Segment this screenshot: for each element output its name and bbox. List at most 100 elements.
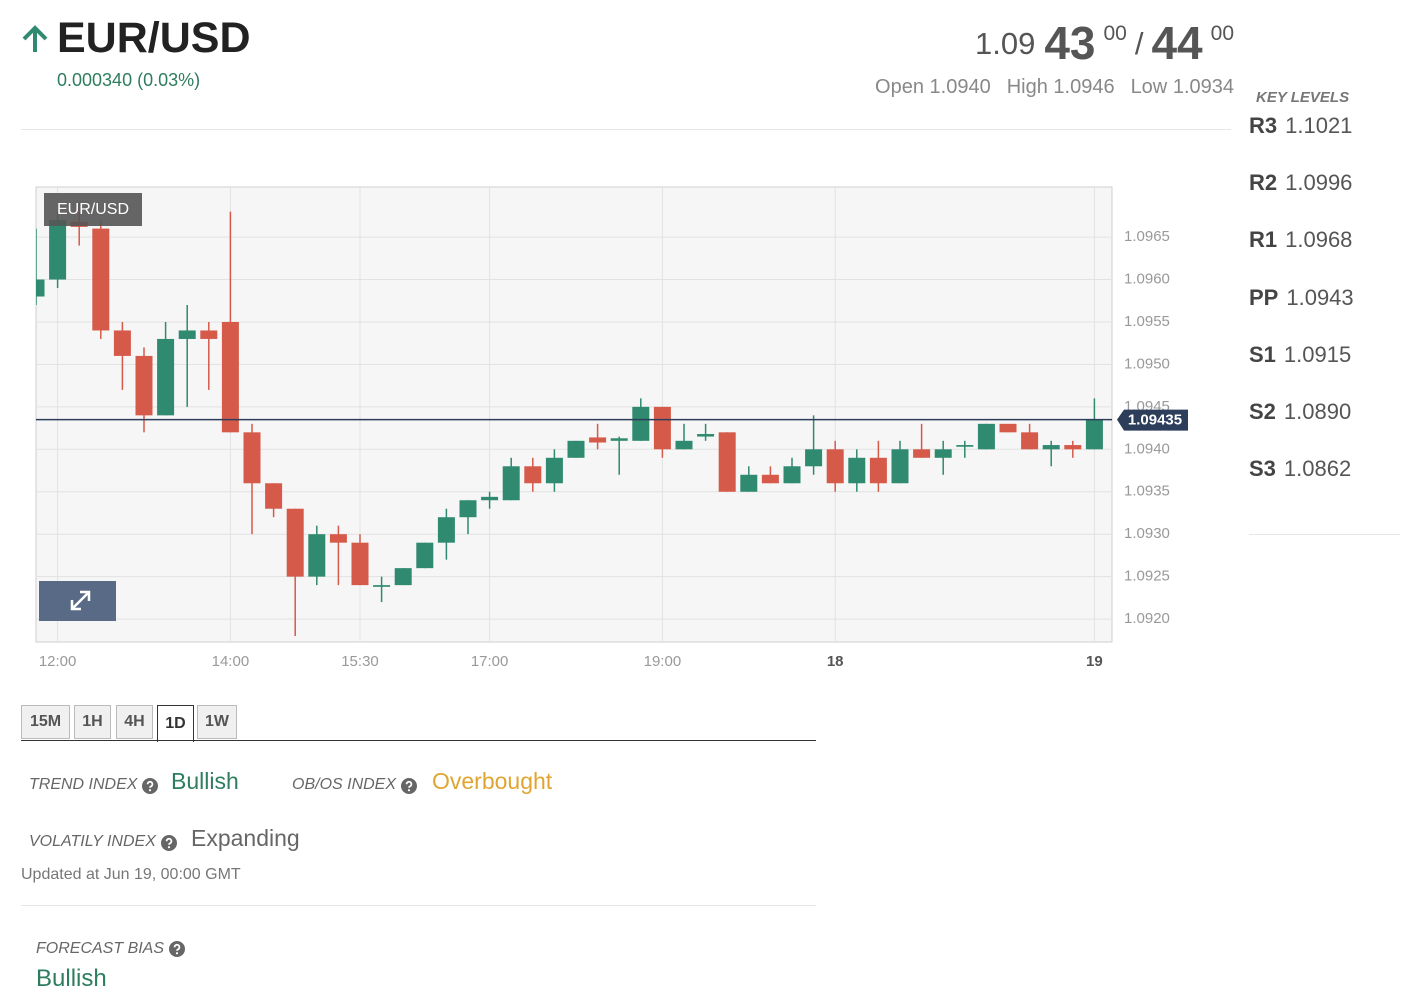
key-level-value: 1.0862 xyxy=(1283,456,1352,482)
index-label: TREND INDEX xyxy=(29,776,138,793)
ohlc-item: High 1.0946 xyxy=(1007,76,1115,99)
candle-body xyxy=(135,355,153,416)
separator xyxy=(1249,534,1400,535)
expand-icon xyxy=(70,590,91,611)
candle-body xyxy=(329,534,347,543)
timeframe-tab[interactable]: 1H xyxy=(74,705,111,739)
index-label: VOLATILY INDEX xyxy=(29,833,156,850)
candle-body xyxy=(416,542,434,569)
help-icon[interactable] xyxy=(169,941,185,957)
candle-body xyxy=(567,440,585,458)
candle-body xyxy=(956,445,974,447)
chart: EUR/USD 1.0920 1.0925 1.0930 1.0935 1.0940 1.… xyxy=(35,186,1188,670)
candle-body xyxy=(157,338,175,416)
candle-body xyxy=(653,406,671,450)
timeframe-tab[interactable]: 1D xyxy=(157,705,194,742)
forecast-bias-value: Bullish xyxy=(36,965,107,992)
ohlc-value: 1.0946 xyxy=(1053,76,1115,98)
candle-body xyxy=(221,321,239,433)
chart-label-box xyxy=(44,193,142,226)
tabs-underline xyxy=(21,740,816,741)
key-level-value: 1.0996 xyxy=(1285,170,1353,196)
x-tick-label: 17:00 xyxy=(471,653,509,670)
up-arrow-icon xyxy=(22,25,48,52)
help-icon[interactable] xyxy=(142,778,158,794)
bid-base: 1.09 xyxy=(974,26,1036,61)
key-level-label: PP xyxy=(1249,284,1279,310)
candle-body xyxy=(286,508,304,577)
help-glyph xyxy=(173,943,181,951)
help-icon[interactable] xyxy=(161,835,177,851)
key-level-value: 1.0968 xyxy=(1285,227,1353,253)
forecast-bias-label: FORECAST BIAS xyxy=(36,940,165,957)
quote-separator: / xyxy=(1134,26,1144,61)
help-dot xyxy=(407,789,411,792)
candle-body xyxy=(243,432,261,484)
chart-title: EUR/USD xyxy=(57,201,129,218)
timeframe-tab[interactable]: 15M xyxy=(21,705,70,739)
candle-body xyxy=(524,466,542,484)
candle-body xyxy=(545,457,563,484)
y-tick-label: 1.0960 xyxy=(1124,270,1170,287)
expand-button-bg[interactable] xyxy=(39,581,116,621)
candle-body xyxy=(610,438,628,441)
index-value: Bullish xyxy=(171,768,239,794)
key-level: S3 1.0862 xyxy=(1249,456,1351,482)
candle-body xyxy=(265,483,283,509)
candle-body xyxy=(437,517,455,543)
y-tick-label: 1.0940 xyxy=(1124,440,1170,457)
candle-body xyxy=(826,449,844,484)
last-price-label: 1.09435 xyxy=(1128,412,1182,429)
candle-body xyxy=(481,496,499,501)
key-level: PP 1.0943 xyxy=(1249,285,1354,311)
timeframe-tab[interactable]: 4H xyxy=(116,705,153,739)
x-tick-label: 14:00 xyxy=(212,653,250,670)
key-level-label: S1 xyxy=(1249,341,1276,367)
y-tick-label: 1.0930 xyxy=(1124,525,1170,542)
candle-body xyxy=(178,330,196,339)
price-quote: 1.09 43 00 / 44 00 xyxy=(975,16,1234,70)
candle-body xyxy=(977,423,995,450)
x-tick-label: 12:00 xyxy=(39,653,77,670)
price-change: 0.000340 (0.03%) xyxy=(57,70,201,90)
key-level-label: S2 xyxy=(1249,399,1276,424)
candle-body xyxy=(632,406,650,441)
updated-text: Updated at Jun 19, 00:00 GMT xyxy=(21,866,241,883)
key-level: S1 1.0915 xyxy=(1249,342,1351,368)
timeframe-tab[interactable]: 1W xyxy=(197,705,237,739)
candle-body xyxy=(805,449,823,467)
key-level: R3 1.1021 xyxy=(1249,113,1352,139)
bid-pips: 43 xyxy=(1044,17,1096,69)
key-level-label: R1 xyxy=(1249,227,1278,253)
x-tick-label: 18 xyxy=(827,653,844,670)
y-tick-label: 1.0950 xyxy=(1124,355,1170,372)
candle-body xyxy=(869,457,887,484)
expand-button[interactable] xyxy=(39,581,116,621)
y-tick-label: 1.0965 xyxy=(1124,228,1170,245)
plot-area xyxy=(35,186,1113,643)
key-level-value: 1.0890 xyxy=(1283,399,1352,424)
index-value: Expanding xyxy=(191,825,300,851)
help-glyph xyxy=(405,780,413,788)
x-tick-label: 19:00 xyxy=(644,653,682,670)
ohlc-value: 1.0934 xyxy=(1172,76,1234,98)
help-dot xyxy=(148,789,152,792)
candle-body xyxy=(36,279,45,297)
ohlc-value: 1.0940 xyxy=(929,76,991,98)
index-value: Overbought xyxy=(432,768,553,794)
candle-body xyxy=(502,466,520,501)
key-level: S2 1.0890 xyxy=(1249,399,1351,425)
candle-body xyxy=(1021,432,1039,450)
candle-body xyxy=(848,457,866,484)
help-icon[interactable] xyxy=(401,778,417,794)
candle-body xyxy=(589,437,607,443)
ask-fraction: 00 xyxy=(1210,22,1234,45)
last-price-tag xyxy=(1117,409,1188,431)
key-level-value: 1.0915 xyxy=(1283,341,1352,367)
candle-body xyxy=(373,585,391,587)
separator xyxy=(21,129,1231,130)
y-tick-label: 1.0920 xyxy=(1124,610,1170,627)
key-level-value: 1.0943 xyxy=(1286,284,1354,310)
index-label: OB/OS INDEX xyxy=(292,776,397,793)
